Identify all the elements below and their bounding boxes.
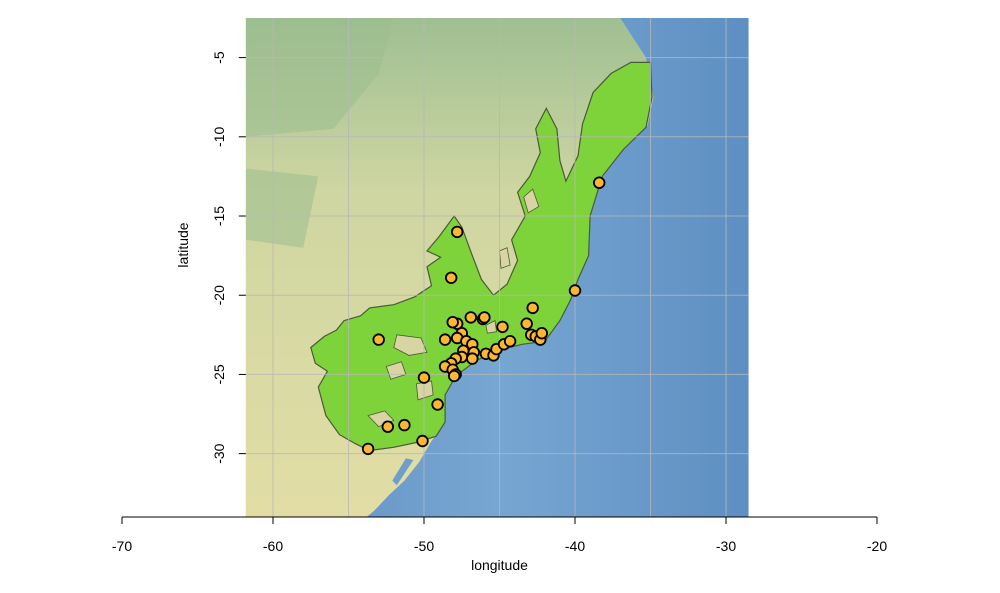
data-point — [496, 320, 509, 334]
x-tick-label: -30 — [716, 538, 736, 554]
gridlines — [245, 18, 749, 517]
data-point — [451, 225, 464, 239]
data-point — [438, 333, 452, 346]
range-gap — [393, 334, 428, 356]
y-tick-label: -10 — [211, 126, 227, 146]
data-point — [478, 311, 491, 324]
forest-patch — [245, 18, 394, 137]
range-gap — [485, 319, 497, 334]
range-gap — [523, 188, 540, 214]
data-point — [503, 335, 517, 348]
data-point — [535, 327, 549, 340]
range-gap — [499, 247, 511, 269]
data-point — [398, 418, 411, 432]
data-point — [372, 333, 385, 346]
data-point — [466, 352, 479, 365]
data-point — [381, 420, 395, 433]
data-point — [431, 398, 444, 411]
data-point — [446, 316, 459, 329]
y-tick-label: -25 — [211, 364, 227, 384]
data-point — [593, 176, 606, 189]
data-point — [416, 434, 429, 448]
x-tick-label: -20 — [867, 538, 887, 554]
data-point — [520, 317, 533, 330]
x-tick-label: -50 — [414, 538, 434, 554]
lagoon — [392, 458, 414, 486]
axes: -70 -60 -50 -40 -30 -20 -5 -10 -15 -20 -25 -30 — [112, 51, 887, 554]
data-point — [448, 369, 461, 383]
y-tick-label: -20 — [211, 285, 227, 305]
data-point — [445, 271, 458, 285]
x-axis-title: longitude — [471, 557, 528, 573]
y-axis-title: latitude — [175, 222, 191, 267]
data-point — [526, 301, 539, 315]
x-tick-label: -40 — [565, 538, 585, 554]
data-point — [417, 371, 431, 384]
data-point — [361, 442, 375, 456]
y-tick-label: -30 — [211, 443, 227, 463]
data-point — [464, 311, 478, 324]
occurrence-points — [361, 176, 606, 456]
y-tick-label: -15 — [211, 206, 227, 226]
forest-patch — [245, 168, 319, 248]
x-tick-label: -70 — [112, 538, 132, 554]
map-background — [245, 18, 749, 517]
x-tick-label: -60 — [263, 538, 283, 554]
data-point — [568, 284, 582, 297]
y-tick-label: -5 — [211, 51, 227, 64]
